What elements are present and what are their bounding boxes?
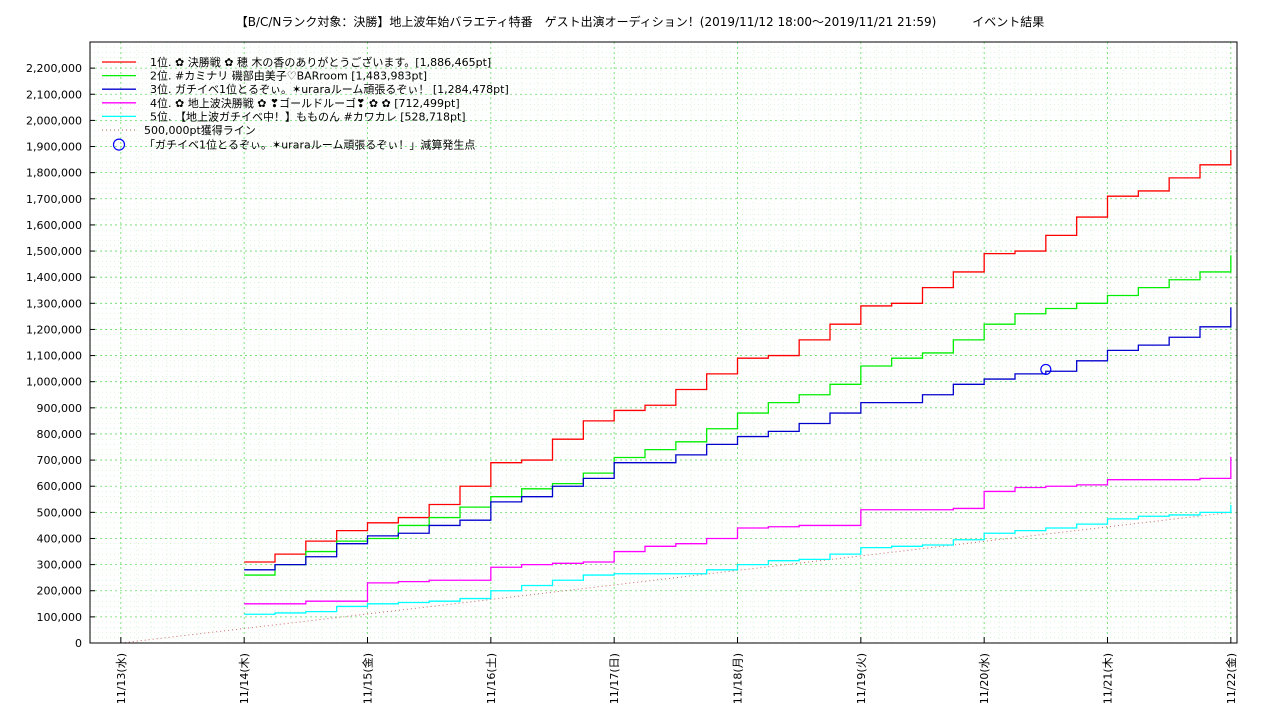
y-tick-label: 1,700,000 [26, 193, 82, 206]
legend-label-4: 4位. ✿ 地上波決勝戦 ✿ ❣ゴールドルーゴ❣ ✿ ✿ [712,499pt] [150, 96, 460, 110]
y-tick-label: 200,000 [37, 585, 83, 598]
legend-label-3: 3位. ガチイベ1位とるぞぃ。✶uraraルーム頑張るぞぃ！ [1,284,47… [150, 82, 509, 96]
x-tick-label: 11/15(金) [361, 653, 375, 704]
marker-point [1040, 363, 1052, 376]
y-tick-label: 400,000 [37, 532, 83, 545]
x-tick-label: 11/16(土) [485, 653, 498, 704]
legend-label-2: 2位. #カミナリ 磯部由美子♡BARroom [1,483,983pt] [150, 69, 427, 83]
y-tick-label: 2,200,000 [26, 62, 82, 75]
y-tick-label: 900,000 [37, 402, 83, 415]
legend-swatch-marker [112, 138, 126, 151]
series-line-1 [244, 150, 1232, 563]
x-tick-label: 11/13(水) [115, 653, 128, 704]
x-tick-label: 11/17(日) [608, 653, 621, 704]
y-tick-label: 600,000 [37, 480, 83, 493]
y-tick-label: 700,000 [37, 454, 83, 467]
y-tick-label: 300,000 [37, 559, 83, 572]
y-tick-label: 1,600,000 [26, 219, 82, 232]
y-tick-label: 100,000 [37, 611, 83, 624]
y-tick-label: 800,000 [37, 428, 83, 441]
series-line-2 [244, 255, 1232, 576]
x-tick-label: 11/14(木) [238, 653, 251, 704]
y-tick-label: 0 [75, 637, 82, 650]
x-tick-label: 11/21(木) [1102, 653, 1115, 704]
legend-label-1: 1位. ✿ 決勝戦 ✿ 穂 木の香のありがとうございます。[1,886,465p… [150, 55, 491, 69]
y-tick-label: 1,500,000 [26, 245, 82, 258]
plot-frame [89, 41, 1238, 644]
y-tick-label: 2,000,000 [26, 114, 82, 127]
y-tick-label: 1,100,000 [26, 350, 82, 363]
y-tick-label: 1,000,000 [26, 376, 82, 389]
legend-label-marker: 「ガチイベ1位とるぞぃ。✶uraraルーム頑張るぞぃ！」減算発生点 [144, 138, 475, 152]
x-tick-label: 11/18(月) [732, 653, 745, 704]
x-tick-label: 11/22(金) [1224, 653, 1238, 704]
legend-label-5: 5位. 【地上波ガチイベ中！】ももの‌ん #カワカレ [528,718pt] [150, 109, 466, 123]
y-tick-label: 1,900,000 [26, 141, 82, 154]
legend-label-reference: 500,000pt獲得ライン [144, 124, 256, 137]
y-tick-label: 1,200,000 [26, 323, 82, 336]
series-line-4 [244, 456, 1232, 605]
plot-area [90, 42, 1237, 643]
x-tick-label: 11/19(火) [855, 653, 868, 704]
y-tick-label: 500,000 [37, 506, 83, 519]
x-tick-label: 11/20(水) [978, 653, 991, 704]
y-tick-label: 1,400,000 [26, 271, 82, 284]
y-tick-label: 1,300,000 [26, 297, 82, 310]
y-tick-label: 1,800,000 [26, 167, 82, 180]
y-tick-label: 2,100,000 [26, 88, 82, 101]
chart-title: 【B/C/Nランク対象：決勝】地上波年始バラエティ特番 ゲスト出演オーディション… [235, 15, 1045, 29]
series-line-3 [244, 307, 1232, 571]
series-line-5 [244, 504, 1232, 615]
